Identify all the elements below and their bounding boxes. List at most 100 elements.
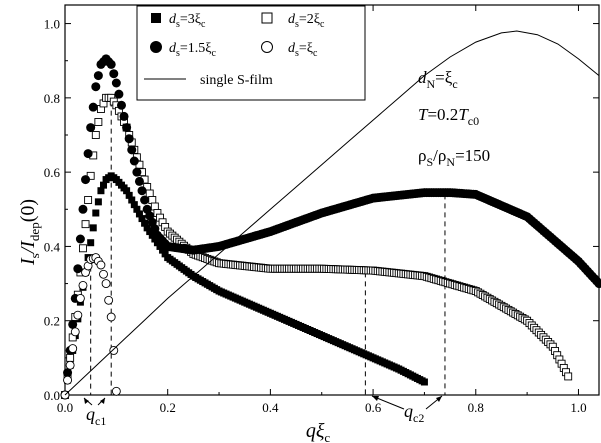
data-point: [125, 191, 133, 199]
data-point: [146, 228, 154, 236]
data-point: [132, 167, 142, 177]
data-point: [145, 189, 154, 198]
data-point: [109, 69, 119, 79]
data-point: [138, 215, 146, 223]
series-filled-square: [61, 172, 428, 399]
data-point: [87, 239, 95, 247]
data-point: [63, 375, 73, 385]
data-point: [81, 175, 91, 185]
data-point: [79, 244, 87, 253]
data-point: [148, 231, 156, 239]
y-tick-label: 0.2: [44, 314, 60, 329]
data-point: [63, 368, 73, 378]
x-tick-label: 0.4: [262, 400, 279, 415]
legend-label-ds15: ds=1.5ξc: [169, 41, 217, 59]
legend-label-ds1: ds=ξc: [288, 41, 318, 59]
data-point: [148, 196, 157, 204]
data-point: [135, 210, 143, 218]
y-tick-label: 0.6: [44, 165, 61, 180]
axis-ticks: 0.0 0.2 0.4 0.6 0.8 1.0 0.0 0.2 0.4 0.6 0.8 1.0: [44, 5, 599, 415]
data-point: [99, 269, 108, 279]
data-point: [564, 372, 573, 381]
data-point: [81, 220, 90, 229]
data-point: [75, 293, 85, 303]
data-point: [101, 279, 111, 289]
data-point: [130, 201, 138, 209]
y-tick-label: 0.0: [44, 388, 60, 403]
data-point: [114, 89, 124, 99]
qc1-label: qc1: [86, 404, 106, 428]
single-film-line: [64, 30, 600, 396]
qc2-label: qc2: [404, 401, 424, 425]
data-point: [111, 78, 121, 88]
data-point: [86, 123, 96, 133]
y-tick-label: 0.4: [44, 239, 61, 254]
qc1-callout: qc1: [83, 397, 106, 428]
data-point: [109, 345, 119, 355]
series-layer: [60, 30, 601, 400]
series-open-circle: [60, 253, 121, 400]
data-point: [128, 196, 136, 204]
data-point: [119, 111, 129, 121]
annotation-rho: ρS/ρN=150: [418, 146, 490, 169]
data-point: [150, 202, 159, 211]
data-point: [151, 235, 159, 243]
data-point: [96, 260, 106, 270]
data-point: [97, 187, 105, 195]
x-tick-label: 0.0: [57, 400, 73, 415]
qc1-arrowhead-right: [100, 398, 105, 404]
data-point: [104, 295, 114, 305]
data-point: [94, 118, 103, 126]
dashed-guides: [90, 101, 446, 395]
qc2-callout: qc2: [371, 395, 443, 425]
data-point: [143, 224, 151, 232]
data-point: [124, 134, 134, 144]
legend: ds=3ξc ds=2ξc ds=1.5ξc ds=ξc single S-fi…: [136, 5, 366, 101]
data-point: [84, 196, 93, 204]
series-open-square: [61, 93, 573, 399]
data-point: [129, 156, 139, 166]
annotation-temperature: T=0.2Tc0: [418, 105, 479, 128]
data-point: [140, 195, 150, 205]
data-point: [111, 386, 121, 396]
data-point: [65, 360, 75, 370]
data-point: [153, 239, 161, 247]
y-axis-label: Is/Idep(0): [17, 199, 42, 266]
data-point: [73, 310, 83, 320]
data-point: [156, 242, 164, 250]
x-axis-label: qξc: [306, 420, 331, 443]
legend-marker-open-square: [261, 12, 273, 24]
data-point: [420, 378, 428, 386]
qc2-arrowhead-right: [436, 396, 442, 402]
x-tick-label: 0.8: [468, 400, 484, 415]
legend-label-single-film: single S-film: [200, 73, 273, 88]
qc1-arrowhead-left: [84, 398, 89, 404]
data-point: [91, 82, 101, 92]
x-tick-label: 1.0: [570, 400, 586, 415]
data-point: [123, 187, 131, 195]
legend-marker-filled-square: [151, 13, 161, 23]
data-point: [122, 123, 132, 133]
data-point: [89, 224, 97, 232]
qc2-arrowhead-left: [372, 396, 379, 401]
data-point: [75, 234, 85, 244]
data-point: [68, 319, 78, 329]
y-tick-label: 1.0: [44, 17, 60, 32]
x-tick-label: 0.6: [365, 400, 382, 415]
data-point: [594, 279, 601, 289]
legend-marker-open-circle: [261, 41, 273, 53]
x-tick-label: 0.2: [160, 400, 176, 415]
data-point: [83, 149, 93, 159]
legend-marker-filled-circle: [150, 41, 162, 53]
data-point: [134, 176, 144, 186]
data-point: [106, 59, 116, 69]
data-point: [73, 264, 83, 274]
data-point: [100, 181, 108, 189]
data-point: [93, 71, 103, 81]
data-point: [133, 205, 141, 213]
annotation-dn: dN=ξc: [418, 68, 458, 91]
data-point: [94, 198, 102, 206]
series-filled-circle: [60, 54, 601, 400]
data-point: [116, 100, 126, 110]
